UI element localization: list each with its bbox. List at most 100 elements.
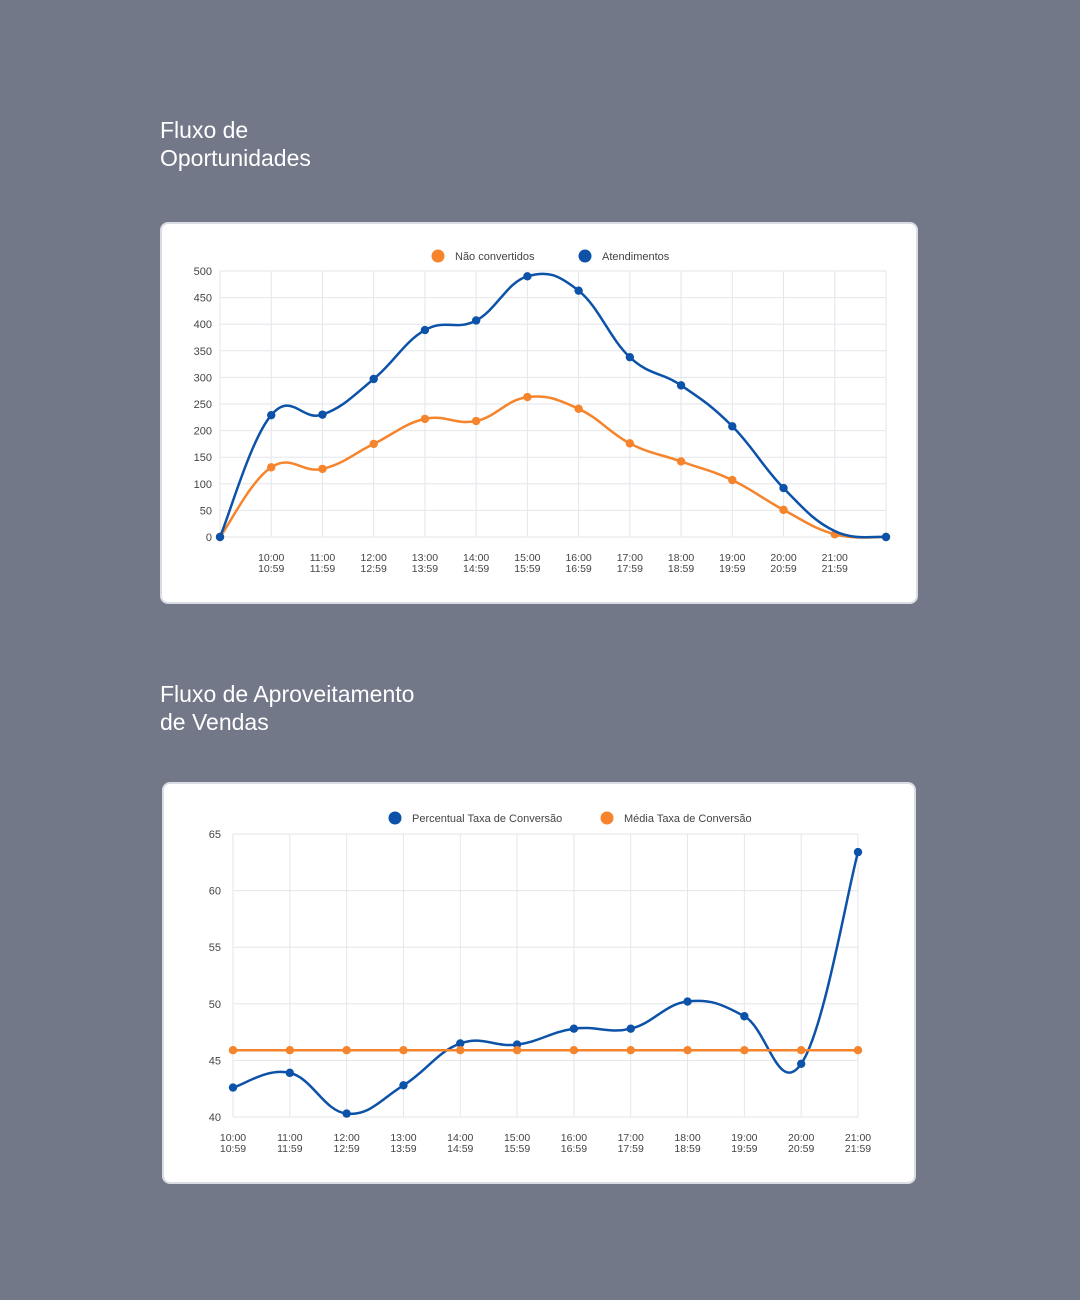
y-tick-label: 150 xyxy=(194,452,212,464)
x-tick-label-line: 20:00 xyxy=(788,1132,814,1144)
x-tick-label-line: 12:00 xyxy=(361,552,387,564)
chart-card-oportunidades: 0 50 100 150 200 250 300 350 400 450 500 10:00 10:59… xyxy=(160,222,918,604)
x-tick-label: 21:00 21:59 xyxy=(845,1132,871,1155)
x-tick-label: 18:00 18:59 xyxy=(674,1132,700,1155)
x-tick-label: 13:00 13:59 xyxy=(390,1132,416,1155)
data-point-percentual-taxa-de-conversao xyxy=(796,1059,806,1068)
x-tick-label: 20:00 20:59 xyxy=(788,1132,814,1155)
y-tick-label: 65 xyxy=(209,829,221,841)
data-point-percentual-taxa-de-conversao xyxy=(342,1109,351,1118)
x-tick-label: 12:00 12:59 xyxy=(333,1132,359,1155)
data-point-media-taxa-de-conversao xyxy=(740,1046,749,1055)
x-tick-label: 11:00 11:59 xyxy=(277,1132,303,1155)
x-tick-label-line: 19:00 xyxy=(731,1132,757,1144)
legend-marker-percentual-taxa-de-conversao xyxy=(388,811,402,825)
x-tick-label-line: 13:00 xyxy=(390,1132,416,1144)
x-tick-label: 12:00 12:59 xyxy=(361,552,387,575)
data-point-media-taxa-de-conversao xyxy=(853,1046,863,1055)
x-tick-label-line: 13:59 xyxy=(390,1143,416,1155)
data-point-percentual-taxa-de-conversao xyxy=(683,997,692,1006)
data-point-atendimentos xyxy=(471,316,481,325)
y-tick-label: 450 xyxy=(194,293,212,305)
data-point-percentual-taxa-de-conversao xyxy=(285,1068,295,1078)
x-tick-label-line: 12:59 xyxy=(333,1143,359,1155)
x-tick-label-line: 15:59 xyxy=(504,1143,530,1155)
data-point-atendimentos xyxy=(369,374,378,384)
chart-title-line: Fluxo de xyxy=(160,117,249,143)
x-tick-label-line: 11:59 xyxy=(310,563,336,575)
data-point-nao-convertidos xyxy=(676,457,686,466)
data-point-atendimentos xyxy=(881,532,891,542)
x-tick-label: 17:00 17:59 xyxy=(617,552,643,575)
x-tick-label-line: 12:59 xyxy=(361,563,387,575)
legend-marker-nao-convertidos xyxy=(431,249,445,263)
x-tick-label-line: 21:00 xyxy=(845,1132,871,1144)
data-point-media-taxa-de-conversao xyxy=(399,1046,408,1055)
chart-aproveitamento: 40 45 50 55 60 65 10:00 10:59 11:00 11:59 12:00 12:… xyxy=(209,811,871,1155)
x-tick-label-line: 17:00 xyxy=(618,1132,644,1144)
x-tick-label-line: 11:00 xyxy=(277,1132,303,1144)
data-point-percentual-taxa-de-conversao xyxy=(740,1012,749,1021)
data-point-atendimentos xyxy=(728,422,737,431)
data-point-nao-convertidos xyxy=(471,416,481,426)
x-tick-label-line: 15:00 xyxy=(514,552,540,564)
x-tick-label: 16:00 16:59 xyxy=(565,552,591,575)
legend-label-media-taxa-de-conversao: Média Taxa de Conversão xyxy=(624,813,752,825)
data-point-nao-convertidos xyxy=(369,439,378,449)
x-tick-label-line: 13:00 xyxy=(412,552,438,564)
chart-title-line: Oportunidades xyxy=(160,145,311,171)
y-tick-label: 50 xyxy=(209,999,221,1011)
y-tick-label: 250 xyxy=(194,399,212,411)
data-point-atendimentos xyxy=(779,483,788,493)
x-tick-label-line: 20:59 xyxy=(788,1143,814,1155)
series-line-percentual-taxa-de-conversao xyxy=(232,851,860,1115)
chart-oportunidades: 0 50 100 150 200 250 300 350 400 450 500 10:00 10:59… xyxy=(194,249,891,575)
data-point-percentual-taxa-de-conversao xyxy=(853,847,863,857)
data-point-percentual-taxa-de-conversao xyxy=(569,1024,579,1033)
data-point-atendimentos xyxy=(318,410,327,419)
y-tick-label: 200 xyxy=(194,426,212,438)
y-tick-label: 55 xyxy=(209,942,221,954)
x-tick-label-line: 16:00 xyxy=(565,552,591,564)
legend-marker-atendimentos xyxy=(578,249,592,263)
x-tick-label: 11:00 11:59 xyxy=(310,552,336,575)
x-tick-label-line: 13:59 xyxy=(412,563,438,575)
data-point-percentual-taxa-de-conversao xyxy=(228,1083,238,1092)
legend-label-percentual-taxa-de-conversao: Percentual Taxa de Conversão xyxy=(412,813,562,825)
chart-title-oportunidades: Fluxo de Oportunidades xyxy=(160,116,311,172)
x-tick-label-line: 17:59 xyxy=(618,1143,644,1155)
x-tick-label: 19:00 19:59 xyxy=(731,1132,757,1155)
data-point-media-taxa-de-conversao xyxy=(285,1046,295,1055)
legend-label-atendimentos: Atendimentos xyxy=(602,251,670,263)
x-tick-label-line: 21:59 xyxy=(822,563,848,575)
data-point-media-taxa-de-conversao xyxy=(456,1046,465,1055)
x-tick-label-line: 21:59 xyxy=(845,1143,871,1155)
x-tick-label-line: 16:59 xyxy=(565,563,591,575)
x-tick-label-line: 19:59 xyxy=(719,563,745,575)
x-tick-label-line: 14:59 xyxy=(463,563,489,575)
x-tick-label-line: 18:00 xyxy=(668,552,694,564)
x-tick-label-line: 12:00 xyxy=(333,1132,359,1144)
y-tick-label: 500 xyxy=(194,266,212,278)
data-point-atendimentos xyxy=(267,410,276,420)
data-point-nao-convertidos xyxy=(318,464,327,474)
y-tick-label: 50 xyxy=(200,505,212,517)
x-tick-label-line: 14:00 xyxy=(463,552,489,564)
data-point-nao-convertidos xyxy=(728,475,737,485)
x-tick-label: 14:00 14:59 xyxy=(463,552,489,575)
x-tick-label-line: 19:59 xyxy=(731,1143,757,1155)
chart-title-aproveitamento: Fluxo de Aproveitamento de Vendas xyxy=(160,680,414,736)
data-point-atendimentos xyxy=(420,325,430,335)
data-point-atendimentos xyxy=(215,532,225,542)
x-tick-label-line: 10:00 xyxy=(258,552,284,564)
x-tick-label-line: 20:59 xyxy=(770,563,796,575)
data-point-media-taxa-de-conversao xyxy=(626,1046,635,1055)
x-tick-label-line: 18:59 xyxy=(674,1143,700,1155)
data-point-nao-convertidos xyxy=(523,392,532,402)
data-point-percentual-taxa-de-conversao xyxy=(456,1039,465,1048)
data-point-atendimentos xyxy=(523,272,532,281)
x-tick-label-line: 16:59 xyxy=(561,1143,587,1155)
data-point-percentual-taxa-de-conversao xyxy=(626,1024,635,1033)
x-tick-label-line: 17:00 xyxy=(617,552,643,564)
x-tick-label: 10:00 10:59 xyxy=(220,1132,246,1155)
